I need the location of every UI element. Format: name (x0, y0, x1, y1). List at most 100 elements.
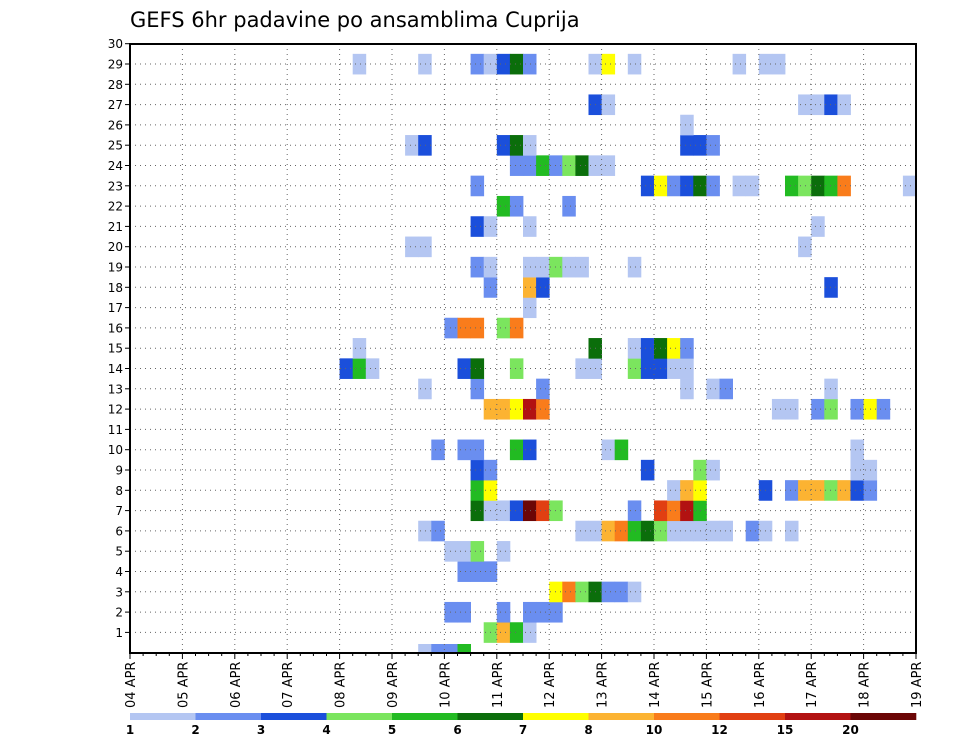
heatmap-cell (850, 439, 864, 461)
y-axis: 1234567891011121314151617181920212223242… (108, 37, 130, 640)
heatmap-cell (680, 378, 694, 400)
heatmap-cell (614, 439, 629, 461)
x-tick-label: 17 APR (805, 662, 820, 708)
legend-label: 7 (519, 723, 527, 737)
heatmap-cell (562, 256, 576, 278)
heatmap-cell (496, 195, 511, 217)
heatmap-cell (798, 236, 812, 258)
x-tick-label: 15 APR (700, 662, 715, 708)
y-tick-label: 7 (115, 504, 123, 518)
x-tick-label: 10 APR (438, 662, 453, 708)
heatmap-cell (785, 175, 799, 197)
heatmap-cell (601, 155, 616, 176)
heatmap-cell (785, 520, 799, 542)
heatmap-cell (706, 520, 720, 542)
legend-swatch (195, 713, 262, 720)
heatmap-cell (667, 358, 681, 379)
legend-label: 12 (711, 723, 728, 737)
y-tick-label: 23 (108, 179, 123, 193)
heatmap-cell (470, 317, 485, 339)
x-tick-label: 12 APR (543, 662, 558, 708)
heatmap-cell (798, 94, 812, 116)
y-tick-label: 6 (115, 524, 123, 538)
heatmap-cell (719, 378, 733, 400)
heatmap-cell (824, 277, 838, 298)
legend-label: 8 (584, 723, 592, 737)
heatmap-cell (470, 480, 485, 501)
x-tick-label: 04 APR (124, 662, 139, 708)
legend-label: 1 (126, 723, 134, 737)
heatmap-cell (470, 175, 485, 197)
heatmap-cell (339, 358, 354, 379)
heatmap-cell (470, 256, 485, 278)
heatmap-cell (785, 398, 799, 420)
heatmap-cell (418, 236, 432, 258)
heatmap-cell (680, 175, 694, 197)
heatmap-cell (457, 439, 471, 461)
heatmap-cell (902, 175, 917, 197)
legend-swatch (261, 713, 327, 720)
heatmap-cell (536, 500, 550, 522)
y-tick-label: 17 (108, 301, 123, 315)
heatmap-cell (771, 398, 786, 420)
heatmap-cell (523, 297, 537, 319)
x-tick-label: 19 APR (910, 662, 925, 708)
heatmap-cell (431, 439, 445, 461)
heatmap-cell (470, 358, 485, 379)
y-tick-label: 3 (115, 585, 123, 599)
legend-label: 15 (777, 723, 794, 737)
y-tick-label: 30 (108, 37, 123, 51)
heatmap-cell (509, 135, 524, 156)
legend-swatch (588, 713, 655, 720)
cells-layer (339, 53, 917, 654)
heatmap-cell (667, 175, 681, 197)
y-tick-label: 22 (108, 200, 123, 214)
heatmap-cell (523, 155, 537, 176)
heatmap-cell (470, 561, 485, 582)
heatmap-cell (680, 520, 694, 542)
heatmap-cell (405, 236, 419, 258)
heatmap-cell (536, 601, 550, 623)
heatmap-cell (601, 53, 616, 75)
heatmap-cell (640, 175, 655, 197)
heatmap-cell (352, 358, 367, 379)
y-tick-label: 4 (115, 565, 123, 579)
heatmap-cell (509, 195, 524, 217)
legend-swatch (523, 713, 589, 720)
x-tick-label: 05 APR (176, 662, 191, 708)
heatmap-cell (352, 53, 367, 75)
heatmap-cell (523, 53, 537, 75)
y-tick-label: 15 (108, 342, 123, 356)
heatmap-cell (680, 114, 694, 136)
heatmap-cell (640, 459, 655, 481)
heatmap-cell (431, 520, 445, 542)
y-tick-label: 18 (108, 281, 123, 295)
heatmap-cell (496, 500, 511, 522)
heatmap-cell (457, 358, 471, 379)
heatmap-cell (562, 581, 576, 603)
heatmap-cell (732, 53, 747, 75)
heatmap-cell (667, 500, 681, 522)
heatmap-cell (575, 358, 589, 379)
heatmap-cell (680, 500, 694, 522)
heatmap-cell (601, 581, 616, 603)
heatmap-cell (771, 53, 786, 75)
heatmap-cell (627, 53, 642, 75)
heatmap-cell (444, 601, 458, 623)
heatmap-cell (418, 644, 432, 654)
heatmap-cell (745, 520, 760, 542)
x-tick-label: 16 APR (753, 662, 768, 708)
heatmap-cell (457, 317, 471, 339)
heatmap-cell (523, 439, 537, 461)
heatmap-cell (627, 500, 642, 522)
heatmap-cell (575, 256, 589, 278)
y-tick-label: 24 (108, 159, 123, 173)
heatmap-cell (562, 155, 576, 176)
heatmap-cell (798, 175, 812, 197)
y-tick-label: 19 (108, 261, 123, 275)
legend-label: 3 (257, 723, 265, 737)
heatmap-cell (418, 53, 432, 75)
heatmap-cell (785, 480, 799, 501)
